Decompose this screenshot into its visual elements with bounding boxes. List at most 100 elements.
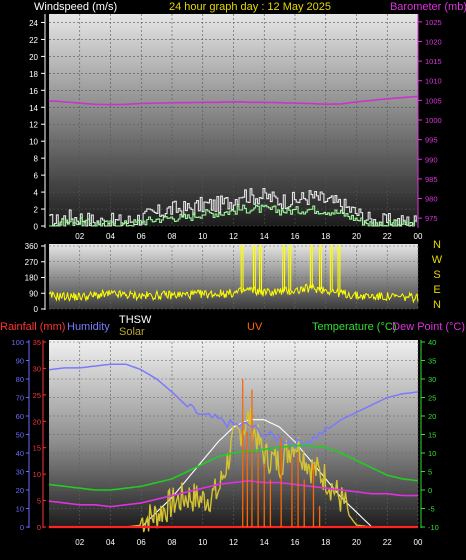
panel3-gridlines: [49, 341, 419, 528]
direction-tick-label: 90: [29, 289, 38, 298]
direction-tick-label: 360: [25, 242, 39, 251]
windspeed-line: [49, 187, 417, 227]
barometer-tick-label: 975: [425, 214, 438, 223]
humidity-tick-label: 80: [16, 375, 24, 384]
barometer-tick-label: 980: [425, 195, 438, 204]
time-tick-label: 00: [414, 538, 423, 547]
time-tick-label: 08: [168, 232, 177, 241]
graph-title: 24 hour graph day : 12 May 2025: [169, 1, 331, 13]
legend-temperature: Temperature (°C): [312, 321, 396, 333]
time-tick-label: 14: [260, 232, 269, 241]
humidity-tick-label: 40: [16, 449, 24, 458]
rainfall-tick-label: 15: [33, 444, 41, 453]
panel3-x-axis-ticks: 02 04 06 08 10 12 14 16 18 20 22 00: [75, 538, 423, 547]
windspeed-tick-label: 8: [34, 155, 39, 164]
wind-direction-spike: [282, 245, 286, 292]
barometer-tick-label: 995: [425, 136, 438, 145]
time-tick-label: 16: [291, 232, 300, 241]
humidity-axis-ticks: 0 10 20 30 40 50 60 70 80 90 100: [11, 338, 29, 532]
humidity-tick-label: 90: [16, 357, 24, 366]
time-tick-label: 16: [291, 538, 300, 547]
windspeed-tick-label: 22: [29, 36, 38, 45]
wind-direction-spike: [240, 245, 244, 292]
humidity-tick-label: 20: [16, 486, 24, 495]
temperature-tick-label: 25: [428, 394, 436, 403]
time-tick-label: 12: [229, 538, 238, 547]
barometer-line: [49, 95, 419, 106]
rainfall-tick-label: 10: [33, 470, 41, 479]
barometer-tick-label: 1000: [425, 116, 442, 125]
temperature-tick-label: 40: [428, 338, 436, 347]
dew-point-line: [48, 479, 418, 508]
time-tick-label: 18: [321, 232, 330, 241]
humidity-tick-label: 10: [16, 505, 24, 514]
time-tick-label: 18: [321, 538, 330, 547]
temperature-tick-label: 0: [428, 486, 432, 495]
temperature-line: [48, 444, 419, 491]
windspeed-tick-label: 10: [29, 138, 38, 147]
rainfall-tick-label: 30: [33, 364, 41, 373]
rainfall-tick-label: 35: [33, 338, 41, 347]
wind-direction-spike: [288, 245, 292, 291]
windspeed-tick-label: 6: [34, 172, 39, 181]
time-tick-label: 02: [75, 538, 84, 547]
time-tick-label: 10: [198, 538, 207, 547]
windspeed-tick-label: 12: [29, 121, 38, 130]
compass-label: W: [432, 254, 443, 266]
time-tick-label: 04: [106, 538, 115, 547]
time-tick-label: 00: [414, 232, 423, 241]
legend-solar: Solar: [119, 326, 145, 338]
rainfall-axis-ticks: 0 5 10 15 20 25 30 35: [33, 338, 46, 532]
panel2-gridlines: [49, 245, 419, 310]
barometer-tick-label: 1020: [425, 37, 442, 46]
compass-label: E: [433, 284, 440, 296]
windspeed-average-line: [49, 204, 417, 227]
compass-label: S: [433, 269, 440, 281]
temperature-tick-label: 10: [428, 449, 436, 458]
windspeed-tick-label: 24: [29, 19, 38, 28]
rainfall-tick-label: 5: [37, 497, 41, 506]
compass-label: N: [433, 299, 441, 311]
temperature-tick-label: 15: [428, 431, 436, 440]
legend-humidity: Humidity: [67, 321, 110, 333]
barometer-tick-label: 1015: [425, 57, 442, 66]
wind-direction-spike: [337, 245, 341, 293]
barometer-title: Barometer (mb): [390, 1, 466, 13]
windspeed-tick-label: 18: [29, 70, 38, 79]
time-tick-label: 02: [75, 232, 84, 241]
temperature-tick-label: 35: [428, 357, 436, 366]
time-tick-label: 20: [352, 538, 361, 547]
time-tick-label: 14: [260, 538, 269, 547]
legend-uv: UV: [247, 321, 263, 333]
rainfall-tick-label: 25: [33, 391, 41, 400]
time-tick-label: 04: [106, 232, 115, 241]
time-tick-label: 22: [383, 232, 392, 241]
temperature-axis-ticks: -10 -5 0 5 10 15 20 25 30 35 40: [421, 338, 439, 532]
direction-axis-ticks: 0 90 180 270 360: [25, 242, 45, 314]
wind-direction-spike: [252, 245, 256, 291]
barometer-tick-label: 1010: [425, 77, 442, 86]
wind-direction-spike: [309, 245, 313, 288]
time-tick-label: 10: [198, 232, 207, 241]
temperature-tick-label: 5: [428, 468, 432, 477]
time-tick-label: 06: [137, 232, 146, 241]
rainfall-tick-label: 0: [37, 523, 41, 532]
time-tick-label: 20: [352, 232, 361, 241]
humidity-tick-label: 50: [16, 431, 24, 440]
panel1-gridlines: [49, 14, 419, 227]
panel1-series: [49, 95, 419, 227]
wind-direction-spike: [329, 245, 333, 291]
barometer-axis-ticks: 975 980 985 990 995 1000 1005 1010 1015 1020 1025: [418, 18, 442, 223]
barometer-tick-label: 1025: [425, 18, 442, 27]
humidity-line: [48, 363, 419, 450]
barometer-tick-label: 1005: [425, 96, 442, 105]
panel3-series: [48, 363, 419, 533]
windspeed-title: Windspeed (m/s): [34, 1, 117, 13]
rainfall-tick-label: 20: [33, 417, 41, 426]
humidity-tick-label: 30: [16, 468, 24, 477]
humidity-tick-label: 60: [16, 412, 24, 421]
windspeed-tick-label: 20: [29, 53, 38, 62]
